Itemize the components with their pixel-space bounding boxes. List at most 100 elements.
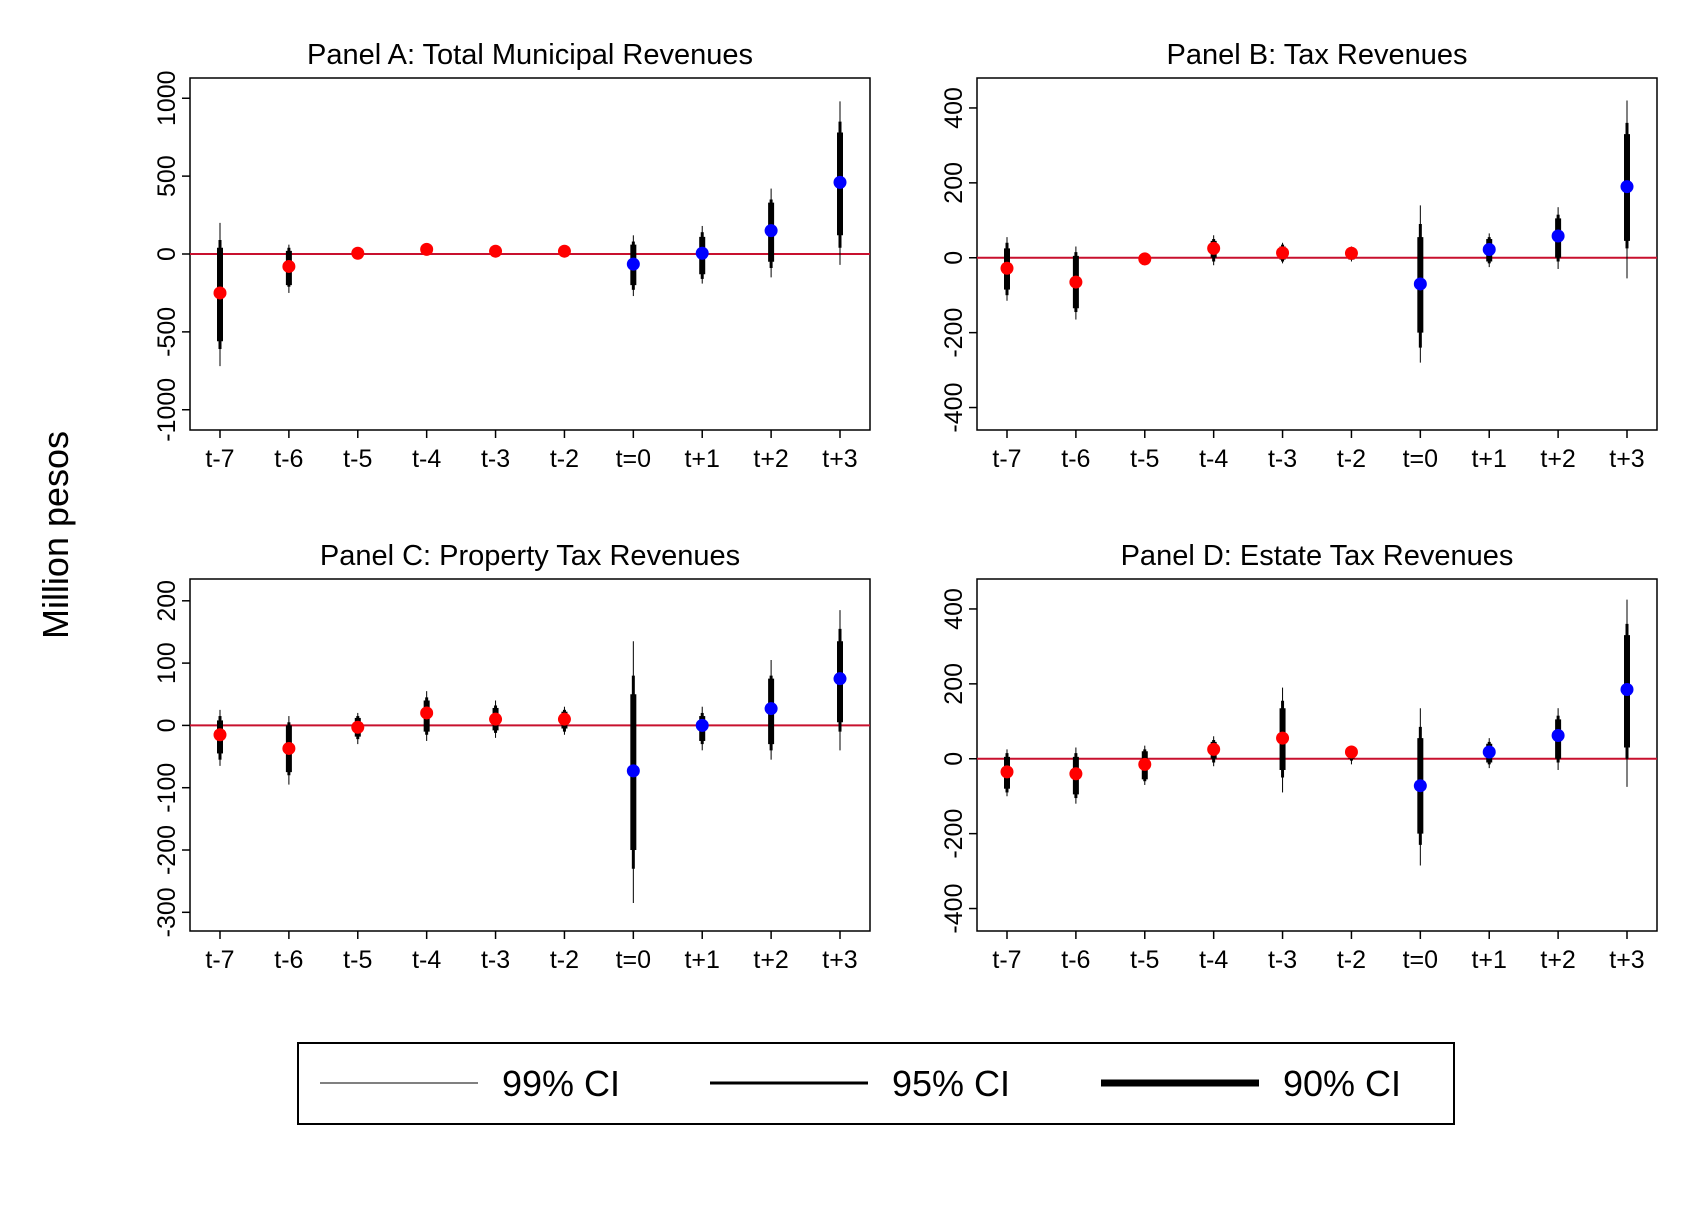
panel-a-point-estimate bbox=[695, 246, 709, 260]
panel-c-point-estimate bbox=[282, 741, 296, 755]
panel-d-frame bbox=[976, 578, 1658, 932]
panel-d-point-estimate bbox=[1000, 765, 1014, 779]
legend: 99% CI 95% CI 90% CI bbox=[297, 1042, 1455, 1125]
panel-d-point-estimate bbox=[1344, 745, 1358, 759]
panel-a: Panel A: Total Municipal Revenues 1000 500… bbox=[153, 39, 871, 473]
panel-b-title: Panel B: Tax Revenues bbox=[1167, 39, 1468, 71]
panel-b-ytick-label: 400 bbox=[940, 87, 968, 129]
panel-a-xtick-label: t+3 bbox=[822, 445, 857, 473]
panel-a-point-estimate bbox=[213, 286, 227, 300]
legend-label-99: 99% CI bbox=[502, 1063, 620, 1104]
panel-b-point-estimate bbox=[1069, 275, 1083, 289]
panel-d-xtick-label: t=0 bbox=[1403, 946, 1438, 974]
panel-b-point-estimate bbox=[1482, 243, 1496, 257]
panel-b-xtick-label: t-4 bbox=[1199, 445, 1228, 473]
panel-b-point-estimate bbox=[1413, 277, 1427, 291]
panel-a-ytick-label: 1000 bbox=[153, 70, 181, 126]
panel-c-xtick-label: t-2 bbox=[550, 946, 579, 974]
panel-a-xtick-label: t-6 bbox=[274, 445, 303, 473]
panel-c-frame bbox=[189, 578, 871, 932]
panel-c-ytick-label: -100 bbox=[153, 763, 181, 813]
panel-a-title: Panel A: Total Municipal Revenues bbox=[307, 39, 753, 71]
panel-d-point-estimate bbox=[1620, 682, 1634, 696]
panel-b-point-estimate bbox=[1138, 252, 1152, 266]
panel-d-ytick-label: -400 bbox=[940, 884, 968, 934]
panel-d-point-estimate bbox=[1069, 767, 1083, 781]
panel-b-ytick-label: 0 bbox=[940, 251, 968, 265]
panel-b-ytick-label: 200 bbox=[940, 162, 968, 204]
legend-box bbox=[297, 1042, 1455, 1125]
panel-b-xtick-label: t-6 bbox=[1061, 445, 1090, 473]
panel-d-xtick-label: t+3 bbox=[1609, 946, 1644, 974]
panel-c-ytick-label: -200 bbox=[153, 825, 181, 875]
panel-d-point-estimate bbox=[1276, 731, 1290, 745]
panel-b: Panel B: Tax Revenues 400 200 0 -200 -400 t-7 t… bbox=[940, 39, 1658, 473]
panel-c-point-estimate bbox=[626, 764, 640, 778]
panel-b-ytick-label: -400 bbox=[940, 383, 968, 433]
panel-a-point-estimate bbox=[557, 244, 571, 258]
panel-c-point-estimate bbox=[695, 718, 709, 732]
panel-c-xtick-label: t-4 bbox=[412, 946, 441, 974]
panel-a-xtick-label: t-4 bbox=[412, 445, 441, 473]
panel-c-ytick-label: -300 bbox=[153, 887, 181, 937]
panel-d-point-estimate bbox=[1413, 779, 1427, 793]
panel-a-point-estimate bbox=[626, 257, 640, 271]
panel-a-xtick-label: t+2 bbox=[753, 445, 788, 473]
panel-a-point-estimate bbox=[489, 244, 503, 258]
panel-d-xtick-label: t-4 bbox=[1199, 946, 1228, 974]
panel-c-xtick-label: t-3 bbox=[481, 946, 510, 974]
panel-c-xtick-label: t+1 bbox=[684, 946, 719, 974]
panel-a-point-estimate bbox=[282, 259, 296, 273]
panel-b-xtick-label: t-7 bbox=[992, 445, 1021, 473]
panel-c-point-estimate bbox=[489, 712, 503, 726]
panel-b-xtick-label: t+3 bbox=[1609, 445, 1644, 473]
panel-d-xtick-label: t-6 bbox=[1061, 946, 1090, 974]
panel-d-ytick-label: 200 bbox=[940, 663, 968, 705]
panel-b-point-estimate bbox=[1620, 180, 1634, 194]
panel-d-xtick-label: t-5 bbox=[1130, 946, 1159, 974]
panel-a-xtick-label: t-5 bbox=[343, 445, 372, 473]
panel-c-xtick-label: t+2 bbox=[753, 946, 788, 974]
panel-d-xtick-label: t-7 bbox=[992, 946, 1021, 974]
panel-c-xtick-label: t-6 bbox=[274, 946, 303, 974]
panel-b-xtick-label: t+1 bbox=[1471, 445, 1506, 473]
panel-b-xtick-label: t=0 bbox=[1403, 445, 1438, 473]
panel-a-ytick-label: 500 bbox=[153, 155, 181, 197]
panel-d-point-estimate bbox=[1482, 745, 1496, 759]
panel-d-ytick-label: 0 bbox=[940, 752, 968, 766]
panel-b-point-estimate bbox=[1344, 246, 1358, 260]
panel-a-xtick-label: t-2 bbox=[550, 445, 579, 473]
panel-c-ytick-label: 100 bbox=[153, 642, 181, 684]
panel-a-point-estimate bbox=[351, 246, 365, 260]
panel-d-point-estimate bbox=[1138, 757, 1152, 771]
panel-a-xtick-label: t-3 bbox=[481, 445, 510, 473]
panel-c: Panel C: Property Tax Revenues 200 100 0 -10… bbox=[153, 540, 871, 974]
panel-a-point-estimate bbox=[420, 242, 434, 256]
panel-b-xtick-label: t-3 bbox=[1268, 445, 1297, 473]
panel-c-xtick-label: t+3 bbox=[822, 946, 857, 974]
panel-a-ytick-label: -500 bbox=[153, 307, 181, 357]
legend-label-95: 95% CI bbox=[892, 1063, 1010, 1104]
panel-c-xtick-label: t-7 bbox=[205, 946, 234, 974]
panel-b-point-estimate bbox=[1551, 229, 1565, 243]
panel-a-ytick-label: -1000 bbox=[153, 378, 181, 442]
panel-b-point-estimate bbox=[1000, 261, 1014, 275]
panel-c-point-estimate bbox=[833, 672, 847, 686]
panel-b-point-estimate bbox=[1276, 246, 1290, 260]
panel-d-xtick-label: t-2 bbox=[1337, 946, 1366, 974]
panel-a-xtick-label: t-7 bbox=[205, 445, 234, 473]
panel-c-point-estimate bbox=[351, 720, 365, 734]
panel-d: Panel D: Estate Tax Revenues 400 200 0 -200 -… bbox=[940, 540, 1658, 974]
panel-c-xtick-label: t=0 bbox=[616, 946, 651, 974]
panel-c-xtick-label: t-5 bbox=[343, 946, 372, 974]
panel-a-point-estimate bbox=[833, 175, 847, 189]
panel-d-ytick-label: 400 bbox=[940, 588, 968, 630]
panel-b-point-estimate bbox=[1207, 241, 1221, 255]
panel-d-title: Panel D: Estate Tax Revenues bbox=[1121, 540, 1514, 572]
panel-a-point-estimate bbox=[764, 224, 778, 238]
panel-a-ytick-label: 0 bbox=[153, 247, 181, 261]
panel-b-xtick-label: t+2 bbox=[1540, 445, 1575, 473]
panel-a-xtick-label: t+1 bbox=[684, 445, 719, 473]
